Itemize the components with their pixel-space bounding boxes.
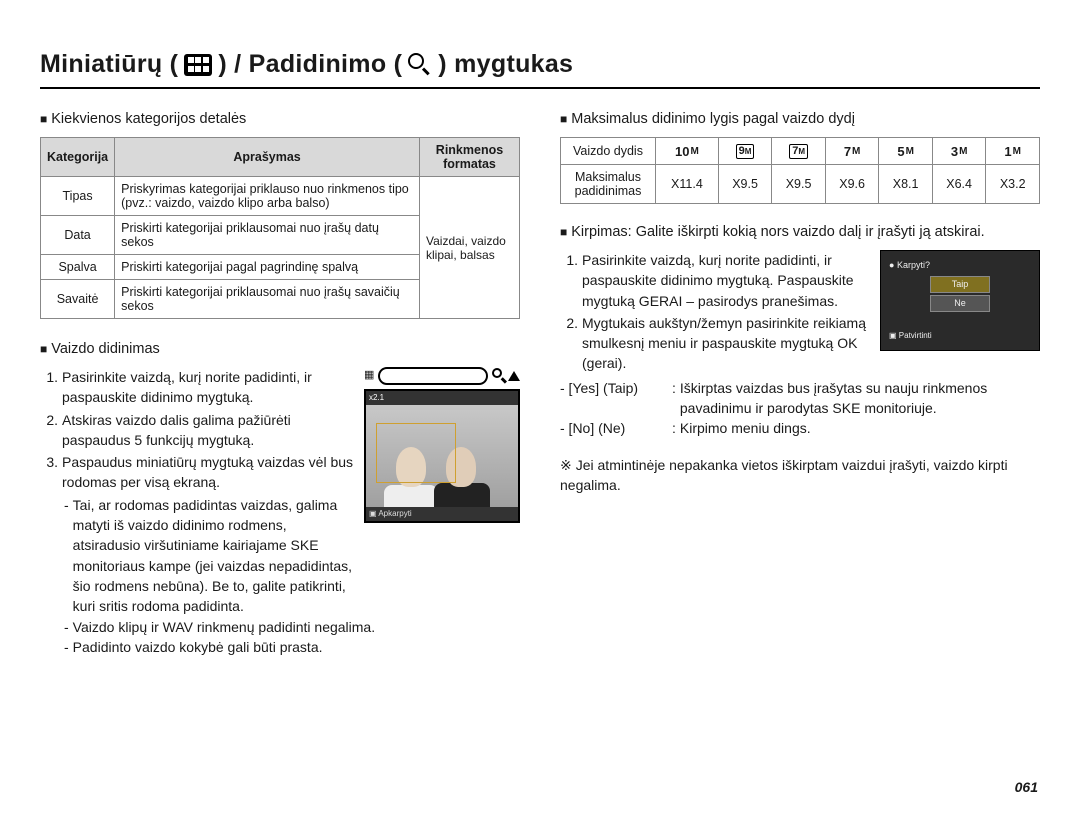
cat-th-2: Aprašymas: [115, 138, 420, 177]
size-icon: 10M: [675, 144, 699, 159]
table-row: Savaitė: [41, 280, 115, 319]
table-row: Data: [41, 216, 115, 255]
format-cell: Vaizdai, vaizdo klipai, balsas: [420, 177, 520, 319]
size-icon: 7M: [844, 144, 861, 159]
magnifier-icon: [492, 368, 508, 384]
right-heading-2: ■Kirpimas: Galite iškirpti kokią nors va…: [560, 224, 1040, 240]
cat-th-1: Kategorija: [41, 138, 115, 177]
title-part-1: Miniatiūrų (: [40, 50, 178, 79]
crop-dialog-preview: ● Karpyti? Taip Ne ▣ Patvirtinti: [880, 250, 1040, 351]
size-icon: 9M: [736, 144, 755, 159]
cat-th-3: Rinkmenos formatas: [420, 138, 520, 177]
camera-preview: x2.1 ▣ Apkarpyti: [364, 389, 520, 523]
magnifier-icon: [408, 53, 432, 77]
right-column: ■Maksimalus didinimo lygis pagal vaizdo …: [560, 111, 1040, 657]
title-part-3: ) mygtukas: [438, 50, 573, 79]
right-instructions: ● Karpyti? Taip Ne ▣ Patvirtinti 1.Pasir…: [560, 250, 1040, 495]
zoom-illustration: ▦ x2.1 ▣ Apkarpyti: [364, 367, 520, 523]
thumb-small-icon: ▦: [364, 368, 374, 384]
table-row: Tipas: [41, 177, 115, 216]
size-icon: 5M: [897, 144, 914, 159]
page-title: Miniatiūrų ( ) / Padidinimo ( ) mygtukas: [40, 50, 1040, 89]
page-number: 061: [1015, 779, 1038, 795]
left-heading-1: ■Kiekvienos kategorijos detalės: [40, 111, 520, 127]
size-icon: 1M: [1004, 144, 1021, 159]
zoom-table: Vaizdo dydis 10M 9M 7M 7M 5M 3M 1M Maksi…: [560, 137, 1040, 204]
size-icon: 3M: [951, 144, 968, 159]
category-table: Kategorija Aprašymas Rinkmenos formatas …: [40, 137, 520, 319]
left-heading-2: ■Vaizdo didinimas: [40, 341, 520, 357]
dialog-yes: Taip: [930, 276, 990, 293]
right-heading-1: ■Maksimalus didinimo lygis pagal vaizdo …: [560, 111, 1040, 127]
dialog-no: Ne: [930, 295, 990, 312]
left-instructions: ▦ x2.1 ▣ Apkarpyti: [40, 367, 520, 657]
title-part-2: ) / Padidinimo (: [218, 50, 402, 79]
table-row: Spalva: [41, 255, 115, 280]
size-icon: 7M: [789, 144, 808, 159]
left-column: ■Kiekvienos kategorijos detalės Kategori…: [40, 111, 520, 657]
memory-note: ※Jei atmintinėje nepakanka vietos iškirp…: [560, 455, 1040, 496]
thumbnail-icon: [184, 54, 212, 76]
arrow-up-icon: [508, 371, 520, 381]
